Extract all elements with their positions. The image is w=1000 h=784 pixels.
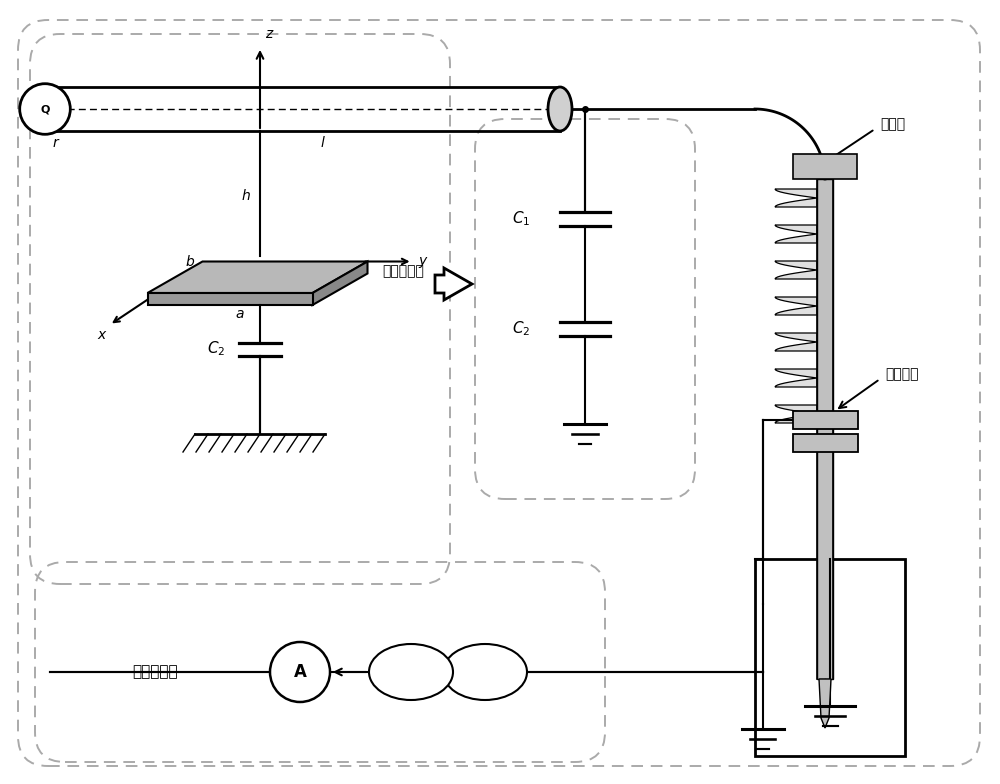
Text: a: a bbox=[236, 307, 244, 321]
Text: y: y bbox=[418, 255, 427, 268]
Text: $C_1$: $C_1$ bbox=[512, 209, 530, 228]
Polygon shape bbox=[435, 268, 472, 300]
Ellipse shape bbox=[443, 644, 527, 700]
Text: Q: Q bbox=[40, 104, 50, 114]
Bar bbox=[793, 154, 857, 179]
Text: 导电杆: 导电杆 bbox=[880, 117, 905, 131]
Polygon shape bbox=[775, 333, 817, 351]
Text: A: A bbox=[294, 663, 306, 681]
Polygon shape bbox=[819, 679, 831, 728]
Text: z: z bbox=[265, 27, 272, 41]
Text: $C_2$: $C_2$ bbox=[207, 339, 225, 358]
Polygon shape bbox=[775, 405, 817, 423]
Text: 感应金属板: 感应金属板 bbox=[382, 264, 424, 278]
Text: 套管末屏: 套管末屏 bbox=[885, 367, 918, 381]
Polygon shape bbox=[148, 293, 312, 305]
Bar bbox=[755, 559, 905, 756]
Bar bbox=[792, 411, 858, 429]
Circle shape bbox=[270, 642, 330, 702]
Polygon shape bbox=[775, 297, 817, 315]
Ellipse shape bbox=[548, 87, 572, 131]
Bar bbox=[817, 179, 833, 679]
Bar bbox=[792, 434, 858, 452]
Text: b: b bbox=[186, 255, 194, 268]
Polygon shape bbox=[775, 369, 817, 387]
Polygon shape bbox=[775, 225, 817, 243]
Polygon shape bbox=[775, 189, 817, 207]
Ellipse shape bbox=[369, 644, 453, 700]
Polygon shape bbox=[148, 262, 368, 293]
Text: 电流互感器: 电流互感器 bbox=[132, 665, 178, 680]
Text: $C_2$: $C_2$ bbox=[512, 320, 530, 339]
Text: r: r bbox=[53, 136, 59, 150]
Text: h: h bbox=[241, 189, 250, 203]
Circle shape bbox=[20, 84, 70, 134]
Text: x: x bbox=[97, 328, 105, 342]
Text: l: l bbox=[321, 136, 324, 150]
Polygon shape bbox=[312, 262, 368, 305]
Polygon shape bbox=[775, 261, 817, 279]
